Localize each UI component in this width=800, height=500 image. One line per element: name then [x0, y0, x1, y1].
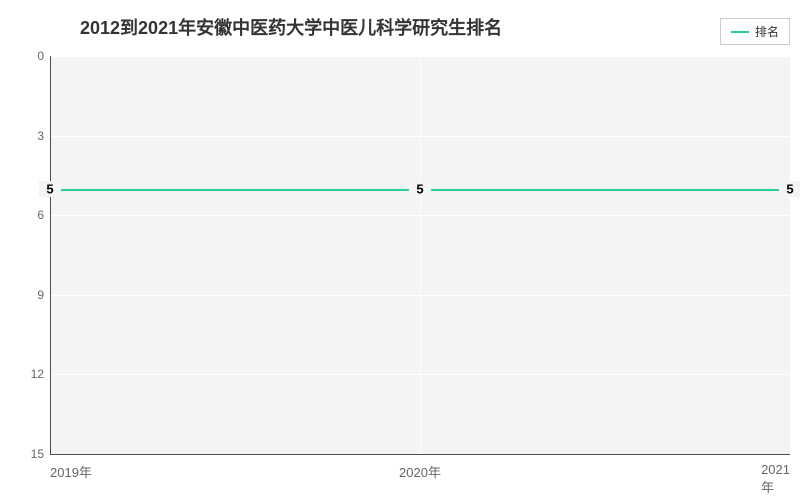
y-axis-tick-label: 3 [20, 129, 44, 143]
y-axis-tick-label: 9 [20, 288, 44, 302]
y-axis-line [50, 56, 51, 454]
data-label: 5 [786, 181, 793, 196]
legend-label: 排名 [755, 23, 779, 40]
y-axis-tick-label: 15 [20, 447, 44, 461]
y-axis-tick-label: 6 [20, 208, 44, 222]
legend-line-icon [731, 31, 749, 33]
x-axis-tick-label: 2019年 [50, 462, 92, 481]
data-label: 5 [416, 181, 423, 196]
legend: 排名 [720, 18, 790, 45]
grid-line-vertical [420, 56, 421, 454]
chart-title: 2012到2021年安徽中医药大学中医儿科学研究生排名 [80, 14, 502, 40]
y-axis-tick-label: 0 [20, 49, 44, 63]
y-axis-tick-label: 12 [20, 367, 44, 381]
data-label: 5 [46, 181, 53, 196]
x-axis-tick-label: 2020年 [399, 462, 441, 481]
x-axis-tick-label: 2021年 [761, 462, 790, 496]
chart-container: 2012到2021年安徽中医药大学中医儿科学研究生排名 排名 0 3 6 9 12 15 201… [0, 0, 800, 500]
x-axis-line [50, 454, 790, 455]
grid-line-vertical [790, 56, 791, 454]
